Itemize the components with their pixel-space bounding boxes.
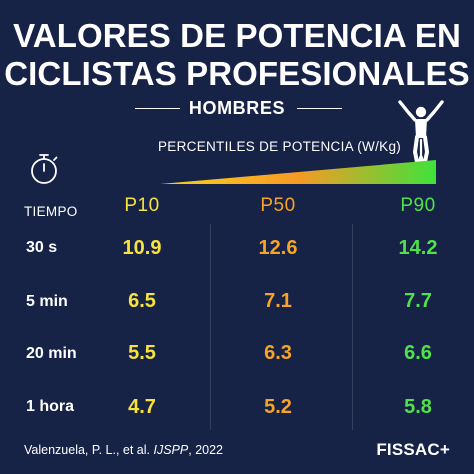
title-line-1: VALORES DE POTENCIA EN	[13, 17, 461, 54]
column-header-p10: P10	[124, 195, 160, 216]
row-label-30s: 30 s	[26, 239, 58, 256]
citation-year: , 2022	[188, 443, 224, 457]
column-divider	[210, 224, 211, 430]
value-1hora-p10: 4.7	[128, 396, 156, 418]
citation-authors: Valenzuela, P. L., et al.	[24, 443, 154, 457]
cyclist-icon	[398, 100, 444, 170]
title-line-2: CICLISTAS PROFESIONALES	[4, 55, 470, 92]
subtitle: HOMBRES	[188, 98, 286, 118]
value-30s-p50: 12.6	[258, 237, 298, 259]
power-gradient-bar	[160, 160, 436, 184]
citation-journal: IJSPP	[153, 443, 189, 457]
value-30s-p10: 10.9	[122, 237, 162, 259]
column-header-p90: P90	[400, 195, 436, 216]
row-label-1hora: 1 hora	[26, 398, 75, 415]
subtitle-rule-right	[297, 108, 342, 109]
value-5min-p10: 6.5	[128, 290, 156, 312]
value-5min-p90: 7.7	[404, 290, 432, 312]
column-header-p50: P50	[260, 195, 296, 216]
percentile-label: PERCENTILES DE POTENCIA (W/Kg)	[158, 139, 402, 154]
value-1hora-p50: 5.2	[264, 396, 292, 418]
value-1hora-p90: 5.8	[404, 396, 432, 418]
value-5min-p50: 7.1	[264, 290, 292, 312]
value-30s-p90: 14.2	[398, 237, 438, 259]
value-20min-p90: 6.6	[404, 342, 432, 364]
value-20min-p10: 5.5	[128, 342, 156, 364]
citation: Valenzuela, P. L., et al. IJSPP, 2022	[24, 442, 223, 458]
stopwatch-icon	[31, 154, 58, 184]
time-column-header: TIEMPO	[24, 204, 78, 219]
brand-logo: FISSAC+	[376, 440, 450, 459]
row-label-5min: 5 min	[26, 293, 68, 310]
value-20min-p50: 6.3	[264, 342, 292, 364]
row-label-20min: 20 min	[26, 345, 77, 362]
subtitle-rule-left	[135, 108, 180, 109]
column-divider	[352, 224, 353, 430]
